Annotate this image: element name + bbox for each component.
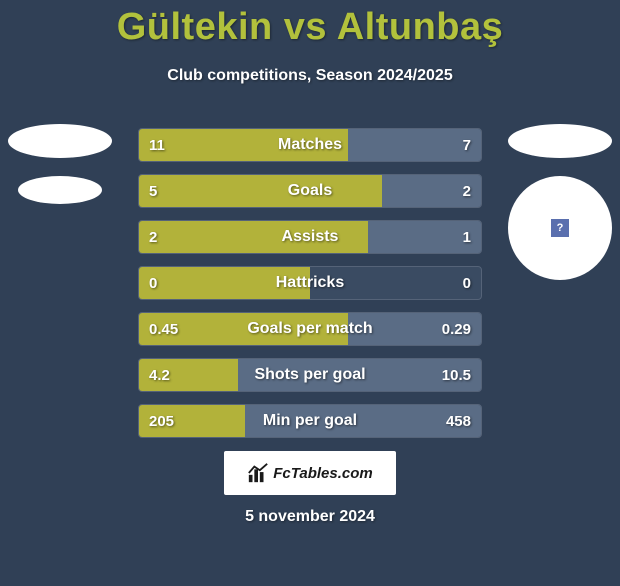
stat-label: Goals: [139, 175, 481, 207]
stat-label: Matches: [139, 129, 481, 161]
comparison-date: 5 november 2024: [0, 508, 620, 526]
player-right-photo-placeholder: [508, 124, 612, 158]
stat-row: 21Assists: [138, 220, 482, 254]
stat-row: 00Hattricks: [138, 266, 482, 300]
player-right-avatar: ?: [508, 124, 612, 280]
player-left-club-placeholder: [18, 176, 102, 204]
stat-label: Shots per goal: [139, 359, 481, 391]
badge-unknown-icon: ?: [551, 219, 569, 237]
stat-row: 205458Min per goal: [138, 404, 482, 438]
comparison-title: Gültekin vs Altunbaş: [0, 6, 620, 49]
stat-label: Goals per match: [139, 313, 481, 345]
stat-label: Assists: [139, 221, 481, 253]
comparison-subtitle: Club competitions, Season 2024/2025: [0, 67, 620, 85]
stat-row: 117Matches: [138, 128, 482, 162]
stat-bars: 117Matches 52Goals 21Assists 00Hattricks 0.4…: [138, 128, 482, 450]
stat-row: 0.450.29Goals per match: [138, 312, 482, 346]
stat-row: 52Goals: [138, 174, 482, 208]
fctables-logo: FcTables.com: [224, 451, 396, 495]
stat-row: 4.210.5Shots per goal: [138, 358, 482, 392]
player-left-avatar: [8, 124, 112, 222]
stat-label: Hattricks: [139, 267, 481, 299]
player-left-photo-placeholder: [8, 124, 112, 158]
chart-icon: [247, 462, 269, 484]
stat-label: Min per goal: [139, 405, 481, 437]
player-right-club-badge: ?: [508, 176, 612, 280]
logo-text: FcTables.com: [273, 465, 372, 482]
